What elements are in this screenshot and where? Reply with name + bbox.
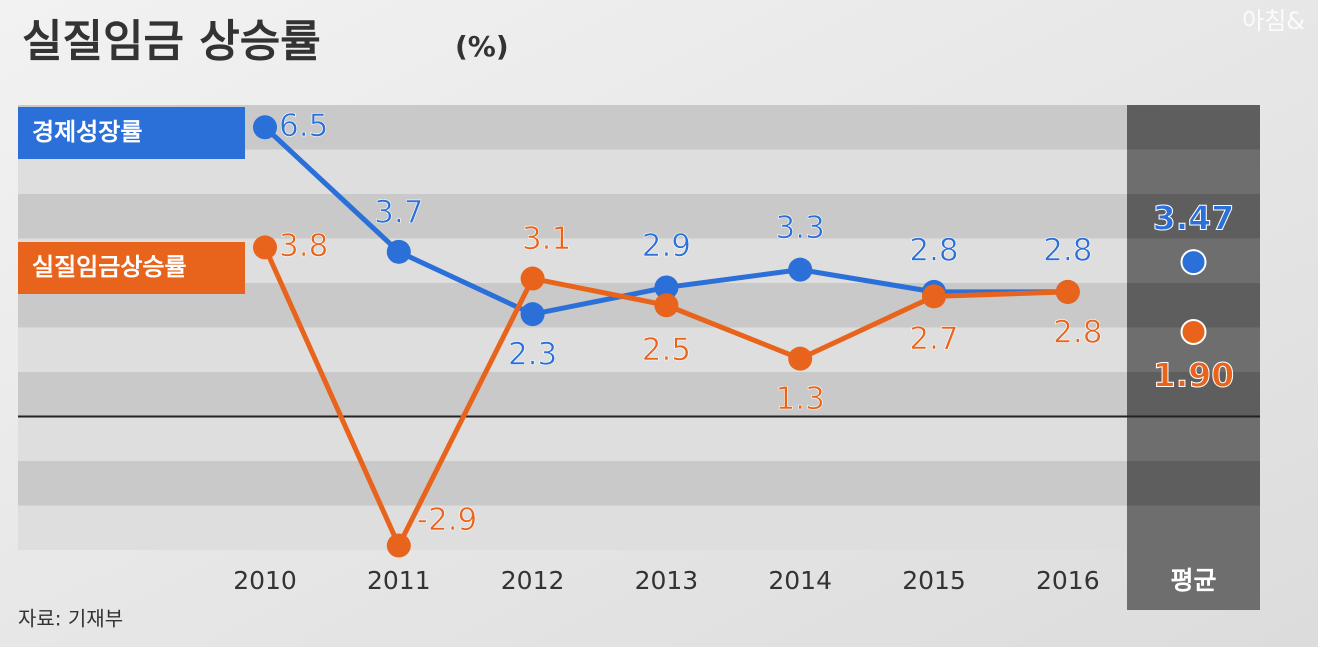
stripe [18, 372, 1127, 417]
point [654, 275, 679, 300]
x-tick-label: 2013 [635, 566, 699, 595]
source: 자료: 기재부 [18, 607, 123, 631]
stripe [18, 327, 1127, 372]
stripe [18, 194, 1127, 239]
point [520, 266, 545, 291]
point [788, 346, 813, 371]
x-tick-label: 2015 [902, 566, 966, 595]
data-label: 2.7 [909, 321, 958, 357]
stripe [18, 461, 1127, 506]
avg-stripe [1127, 194, 1260, 239]
legend-box [18, 107, 245, 159]
data-label: 2.9 [642, 228, 691, 264]
x-tick-label: 2010 [233, 566, 297, 595]
x-tick-label: 2014 [768, 566, 832, 595]
stripe [18, 416, 1127, 461]
avg-label: 평균 [1170, 566, 1216, 595]
data-label: 3.1 [522, 221, 571, 257]
avg-stripe [1127, 416, 1260, 461]
avg-stripe [1127, 105, 1260, 150]
data-label: 2.8 [1053, 314, 1102, 350]
x-tick-label: 2012 [501, 566, 565, 595]
avg-column-foot [1127, 550, 1260, 610]
avg-stripe [1127, 149, 1260, 194]
data-label: 3.8 [279, 228, 328, 264]
point [654, 293, 679, 318]
avg-data-label: 3.47 [1153, 199, 1234, 238]
data-label: 2.3 [508, 337, 557, 373]
legend-label: 경제성장률 [32, 118, 142, 146]
point [788, 257, 813, 282]
point [386, 239, 411, 264]
unit: (%) [455, 30, 509, 63]
point [386, 533, 411, 558]
data-label: 3.7 [374, 194, 423, 230]
avg-point [1180, 318, 1207, 345]
x-tick-label: 2011 [367, 566, 431, 595]
data-label: -2.9 [417, 502, 478, 538]
data-label: 6.5 [279, 108, 328, 144]
legend-box [18, 242, 245, 294]
avg-stripe [1127, 372, 1260, 417]
point [1055, 279, 1080, 304]
stripe [18, 505, 1127, 550]
data-label: 2.8 [909, 232, 958, 268]
point [520, 302, 545, 327]
data-label: 3.3 [776, 210, 825, 246]
x-tick-label: 2016 [1036, 566, 1100, 595]
data-label: 1.3 [776, 381, 825, 417]
data-label: 2.8 [1043, 232, 1092, 268]
data-label: 2.5 [642, 332, 691, 368]
point [253, 235, 277, 260]
point [253, 115, 277, 140]
avg-data-label: 1.90 [1153, 355, 1234, 394]
legend-label: 실질임금상승률 [32, 253, 187, 281]
chart-title: 실질임금 상승률 [22, 16, 321, 67]
point [922, 284, 946, 309]
avg-point [1180, 249, 1207, 276]
watermark: 아침& [1242, 7, 1305, 35]
avg-stripe [1127, 461, 1260, 506]
avg-stripe [1127, 505, 1260, 550]
